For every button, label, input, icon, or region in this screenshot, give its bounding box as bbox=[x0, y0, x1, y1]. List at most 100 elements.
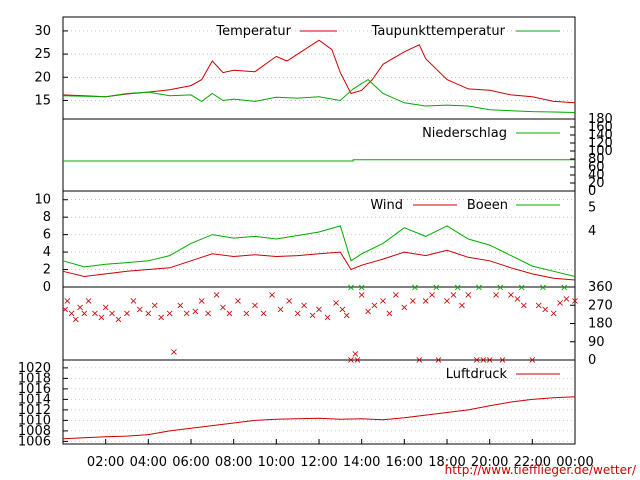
wind-direction-mark: × bbox=[549, 308, 557, 319]
wind-direction-mark: × bbox=[315, 304, 323, 315]
y-tick-label-temp: 15 bbox=[34, 93, 51, 108]
y-tick-label-pressure: 1014 bbox=[18, 392, 51, 407]
wind-direction-mark: × bbox=[453, 282, 461, 293]
wind-direction-mark: × bbox=[97, 312, 105, 323]
wind-direction-mark: × bbox=[415, 355, 423, 366]
wind-direction-mark: × bbox=[385, 308, 393, 319]
wind-direction-mark: × bbox=[72, 314, 80, 325]
y-tick-label-pressure: 1012 bbox=[18, 403, 51, 418]
wind-direction-mark: × bbox=[409, 296, 417, 307]
wind-direction-mark: × bbox=[129, 296, 137, 307]
wind-direction-mark: × bbox=[332, 298, 340, 309]
wind-direction-mark: × bbox=[136, 304, 144, 315]
wind-direction-mark: × bbox=[473, 355, 481, 366]
wind-direction-mark: × bbox=[259, 308, 267, 319]
wind-direction-mark: × bbox=[535, 300, 543, 311]
wind-direction-mark: × bbox=[285, 296, 293, 307]
x-tick-label: 04:00 bbox=[130, 455, 167, 470]
wind-direction-mark: × bbox=[411, 282, 419, 293]
x-tick-label: 20:00 bbox=[471, 455, 508, 470]
x-tick-label: 18:00 bbox=[428, 455, 465, 470]
y-tick-label-pressure: 1020 bbox=[18, 361, 51, 376]
wind-direction-mark: × bbox=[323, 312, 331, 323]
wind-direction-mark: × bbox=[80, 308, 88, 319]
y2-tick-label-rain: 20 bbox=[588, 176, 605, 191]
wind-direction-mark: × bbox=[176, 300, 184, 311]
y2-tick-label-rain: 60 bbox=[588, 160, 605, 175]
y-tick-label-temp: 25 bbox=[34, 47, 51, 62]
wind-direction-mark: × bbox=[347, 355, 355, 366]
wind-direction-mark: × bbox=[485, 355, 493, 366]
x-tick-label: 06:00 bbox=[172, 455, 209, 470]
legend-label-pressure-0: Luftdruck bbox=[446, 367, 508, 382]
x-tick-label: 02:00 bbox=[87, 455, 124, 470]
wind-direction-mark: × bbox=[507, 290, 515, 301]
wind-direction-mark: × bbox=[276, 304, 284, 315]
wind-direction-mark: × bbox=[144, 308, 152, 319]
wind-direction-mark: × bbox=[293, 308, 301, 319]
legend-label-wind-0: Wind bbox=[370, 198, 403, 213]
wind-direction-mark: × bbox=[562, 294, 570, 305]
y2-tick-label-rain: 140 bbox=[588, 128, 613, 143]
footer-url: http://www.tiefflieger.de/wetter/ bbox=[445, 463, 637, 477]
wind-direction-mark: × bbox=[165, 308, 173, 319]
wind-direction-mark: × bbox=[157, 312, 165, 323]
wind-direction-mark: × bbox=[434, 355, 442, 366]
x-tick-label: 16:00 bbox=[386, 455, 423, 470]
y-tick-label-wind: 2 bbox=[43, 263, 51, 278]
wind-direction-mark: × bbox=[67, 308, 75, 319]
wind-direction-mark: × bbox=[528, 355, 536, 366]
wind-direction-mark: × bbox=[560, 282, 568, 293]
wind-direction-mark: × bbox=[475, 282, 483, 293]
y-tick-label-pressure: 1006 bbox=[18, 434, 51, 449]
wind-direction-mark: × bbox=[84, 296, 92, 307]
wind-direction-mark: × bbox=[251, 300, 259, 311]
wind-direction-mark: × bbox=[204, 308, 212, 319]
y-tick-label-pressure: 1010 bbox=[18, 413, 51, 428]
y-tick-label-temp: 20 bbox=[34, 70, 51, 85]
wind-direction-mark: × bbox=[101, 302, 109, 313]
wind-direction-mark: × bbox=[225, 308, 233, 319]
wind-direction-mark: × bbox=[353, 355, 361, 366]
wind-direction-mark: × bbox=[496, 282, 504, 293]
wind-direction-mark: × bbox=[170, 347, 178, 358]
y-tick-label-wind: 10 bbox=[34, 193, 51, 208]
legend-label-wind-1: Boeen bbox=[467, 198, 508, 213]
wind-direction-mark: × bbox=[108, 308, 116, 319]
wind-direction-mark: × bbox=[443, 296, 451, 307]
wind-direction-mark: × bbox=[400, 302, 408, 313]
y2-tick-label-rain: 100 bbox=[588, 144, 613, 159]
wind-direction-mark: × bbox=[392, 290, 400, 301]
wind-direction-mark: × bbox=[517, 282, 525, 293]
right-label-wind: 5 bbox=[588, 201, 596, 216]
legend-label-rain-0: Niederschlag bbox=[422, 126, 507, 141]
series-line-temp-0 bbox=[62, 39, 576, 104]
wind-direction-mark: × bbox=[308, 310, 316, 321]
wind-direction-mark: × bbox=[364, 306, 372, 317]
wind-direction-mark: × bbox=[338, 304, 346, 315]
wind-direction-mark: × bbox=[432, 282, 440, 293]
wind-direction-mark: × bbox=[212, 290, 220, 301]
wind-direction-mark: × bbox=[464, 290, 472, 301]
wind-direction-mark: × bbox=[219, 302, 227, 313]
y2-tick-label-winddir: 0 bbox=[588, 353, 596, 368]
wind-direction-mark: × bbox=[191, 306, 199, 317]
wind-direction-mark: × bbox=[114, 314, 122, 325]
wind-direction-mark: × bbox=[571, 296, 579, 307]
y2-tick-label-rain: 0 bbox=[588, 184, 596, 199]
x-tick-label: 10:00 bbox=[258, 455, 295, 470]
wind-direction-mark: × bbox=[91, 308, 99, 319]
y-tick-label-wind: 8 bbox=[43, 210, 51, 225]
wind-direction-mark: × bbox=[123, 308, 131, 319]
wind-direction-mark: × bbox=[151, 300, 159, 311]
wind-direction-mark: × bbox=[183, 308, 191, 319]
wind-direction-mark: × bbox=[370, 300, 378, 311]
wind-direction-mark: × bbox=[498, 355, 506, 366]
wind-direction-mark: × bbox=[556, 298, 564, 309]
y2-tick-label-rain: 40 bbox=[588, 168, 605, 183]
y-tick-label-wind: 6 bbox=[43, 228, 51, 243]
wind-direction-mark: × bbox=[428, 290, 436, 301]
wind-direction-mark: × bbox=[379, 296, 387, 307]
